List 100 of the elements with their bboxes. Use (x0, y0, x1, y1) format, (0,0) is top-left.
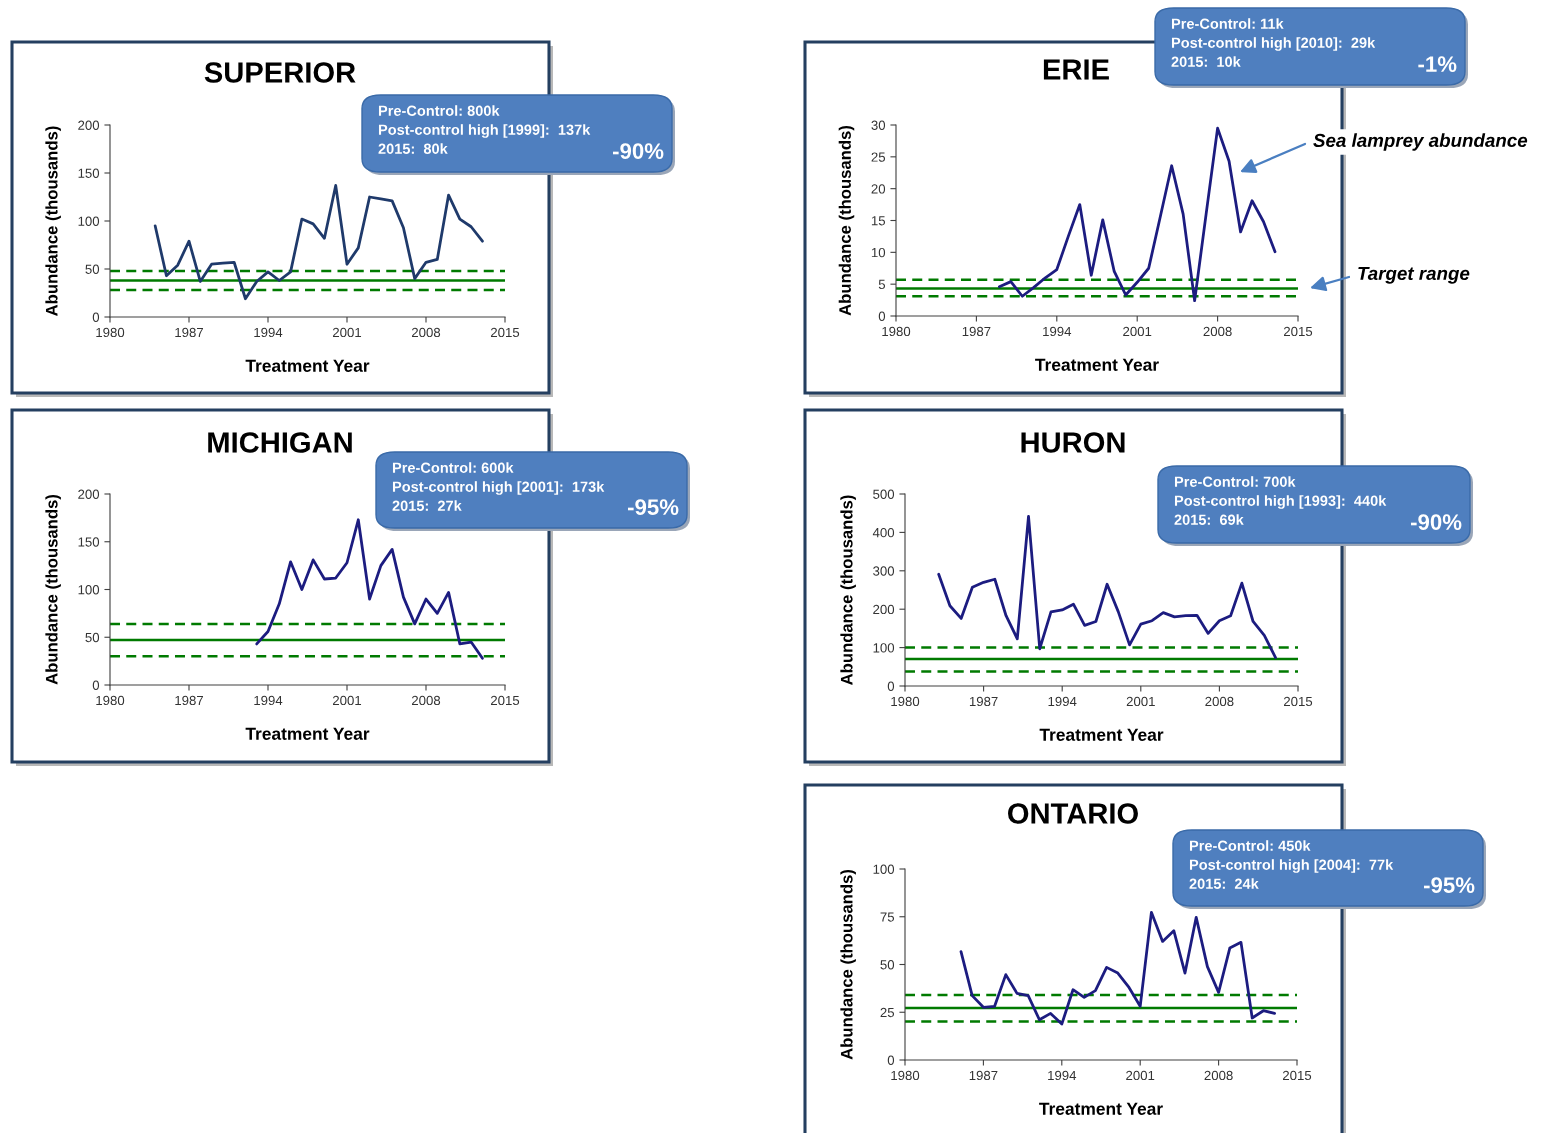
y-tick-label: 0 (887, 681, 895, 691)
x-tick-label: 1980 (891, 696, 920, 707)
annotation: Post-control high [2004]: 77k (1189, 859, 1394, 873)
x-tick-label: 2008 (1203, 326, 1232, 337)
y-axis-title: Abundance (thousands) (840, 495, 856, 685)
line-series (255, 518, 484, 660)
y-tick-label: 500 (873, 489, 895, 499)
y-tick-label: 20 (871, 184, 886, 194)
x-tick-label: 1980 (96, 695, 125, 706)
x-tick-label: 2001 (1126, 696, 1155, 707)
y-tick-label: 5 (878, 279, 886, 290)
annotation: Post-control high [2001]: 173k (392, 481, 605, 495)
y-tick-label: 400 (872, 527, 895, 538)
x-tick-label: 1994 (1043, 326, 1072, 337)
y-tick-label: 200 (873, 604, 895, 615)
y-axis-title: Abundance (thousands) (840, 869, 856, 1060)
x-axis-title: Treatment Year (245, 359, 370, 372)
annotation: 2015: 80k (378, 143, 448, 154)
annotation: 2015: 27k (392, 500, 462, 511)
text: -1% (1418, 56, 1457, 72)
y-tick-label: 15 (871, 216, 886, 226)
x-tick-label: 2015 (1283, 696, 1313, 707)
y-tick-label: 30 (871, 120, 886, 130)
y-tick-label: 25 (880, 1007, 895, 1018)
x-tick-label: 2008 (1205, 696, 1234, 707)
line-series (937, 514, 1277, 659)
y-tick-label: 0 (92, 680, 100, 690)
x-tick-label: 1994 (254, 327, 283, 338)
annotation: 2015: 69k (1174, 514, 1244, 525)
x-tick-label: 1980 (882, 326, 911, 337)
x-tick-label: 2015 (1282, 1070, 1312, 1081)
x-tick-label: 2015 (1283, 326, 1313, 337)
y-tick-label: 50 (85, 632, 100, 643)
x-tick-label: 1987 (175, 695, 204, 706)
y-tick-label: 100 (78, 585, 100, 595)
chart-title: MICHIGAN (208, 432, 352, 453)
text: Sea lamprey abundance (1313, 133, 1528, 151)
y-axis-title: Abundance (thousands) (838, 125, 855, 316)
line-series (153, 184, 484, 301)
x-tick-label: 1987 (175, 327, 204, 338)
chart-title: ONTARIO (1008, 803, 1138, 824)
x-tick-label: 1980 (891, 1070, 920, 1081)
x-axis-title: Treatment Year (1035, 358, 1159, 371)
chart-title: SUPERIOR (204, 62, 356, 83)
x-tick-label: 1994 (1048, 1070, 1077, 1081)
annotation: Post-control high [1993]: 440k (1174, 495, 1387, 509)
y-tick-label: 150 (78, 537, 100, 547)
y-axis-title: Abundance (thousands) (45, 494, 61, 685)
x-tick-label: 2008 (411, 695, 441, 706)
text: Pre-Control: 800k (378, 105, 500, 116)
annotation: Post-control high [1999]: 137k (378, 124, 591, 138)
line-series (997, 126, 1277, 303)
y-tick-label: 75 (880, 912, 895, 922)
chart-title: ERIE (1043, 59, 1109, 80)
text: Target range (1358, 266, 1470, 284)
y-tick-label: 150 (78, 168, 100, 178)
x-tick-label: 1980 (96, 327, 125, 338)
text: Post-control high [2010]: 29k (1171, 37, 1376, 51)
x-tick-label: 2001 (1126, 1070, 1155, 1081)
text: -95% (627, 499, 679, 515)
y-tick-label: 0 (878, 311, 886, 321)
x-tick-label: 2008 (1204, 1070, 1233, 1081)
text: -95% (1423, 877, 1475, 893)
x-tick-label: 2015 (490, 327, 520, 338)
y-tick-label: 50 (85, 264, 100, 274)
x-tick-label: 2015 (490, 695, 520, 706)
y-tick-label: 50 (880, 960, 895, 970)
y-tick-label: 300 (873, 566, 895, 576)
text: Pre-Control: 450k (1189, 840, 1311, 851)
y-tick-label: 100 (873, 643, 895, 653)
text: Pre-Control: 600k (392, 462, 514, 473)
y-tick-label: 200 (78, 120, 100, 130)
x-tick-label: 1987 (969, 1070, 998, 1081)
text: Pre-Control: 700k (1174, 476, 1296, 487)
x-tick-label: 1987 (962, 326, 991, 337)
x-tick-label: 1994 (254, 695, 283, 706)
y-tick-label: 25 (871, 152, 886, 162)
x-tick-label: 2001 (332, 695, 362, 706)
text: -90% (612, 143, 664, 159)
y-tick-label: 100 (78, 216, 100, 226)
text: -90% (1410, 514, 1462, 530)
x-tick-label: 1994 (1048, 696, 1077, 707)
text: 2015: 10k (1171, 56, 1241, 67)
line-series (959, 910, 1276, 1026)
y-tick-label: 200 (78, 489, 100, 499)
x-tick-label: 2001 (332, 327, 362, 338)
y-tick-label: 0 (887, 1055, 895, 1065)
y-tick-label: 10 (871, 247, 886, 258)
y-axis-title: Abundance (thousands) (45, 126, 61, 316)
y-tick-label: 0 (92, 312, 100, 322)
x-tick-label: 2001 (1123, 326, 1152, 337)
annotation: 2015: 24k (1189, 878, 1259, 889)
y-tick-label: 100 (873, 864, 895, 874)
x-tick-label: 2008 (411, 327, 441, 338)
chart-title: HURON (1021, 432, 1125, 453)
x-tick-label: 1987 (969, 696, 998, 707)
text: Pre-Control: 11k (1171, 18, 1284, 29)
x-axis-title: Treatment Year (1039, 1102, 1163, 1115)
x-axis-title: Treatment Year (245, 727, 370, 740)
x-axis-title: Treatment Year (1039, 728, 1164, 741)
